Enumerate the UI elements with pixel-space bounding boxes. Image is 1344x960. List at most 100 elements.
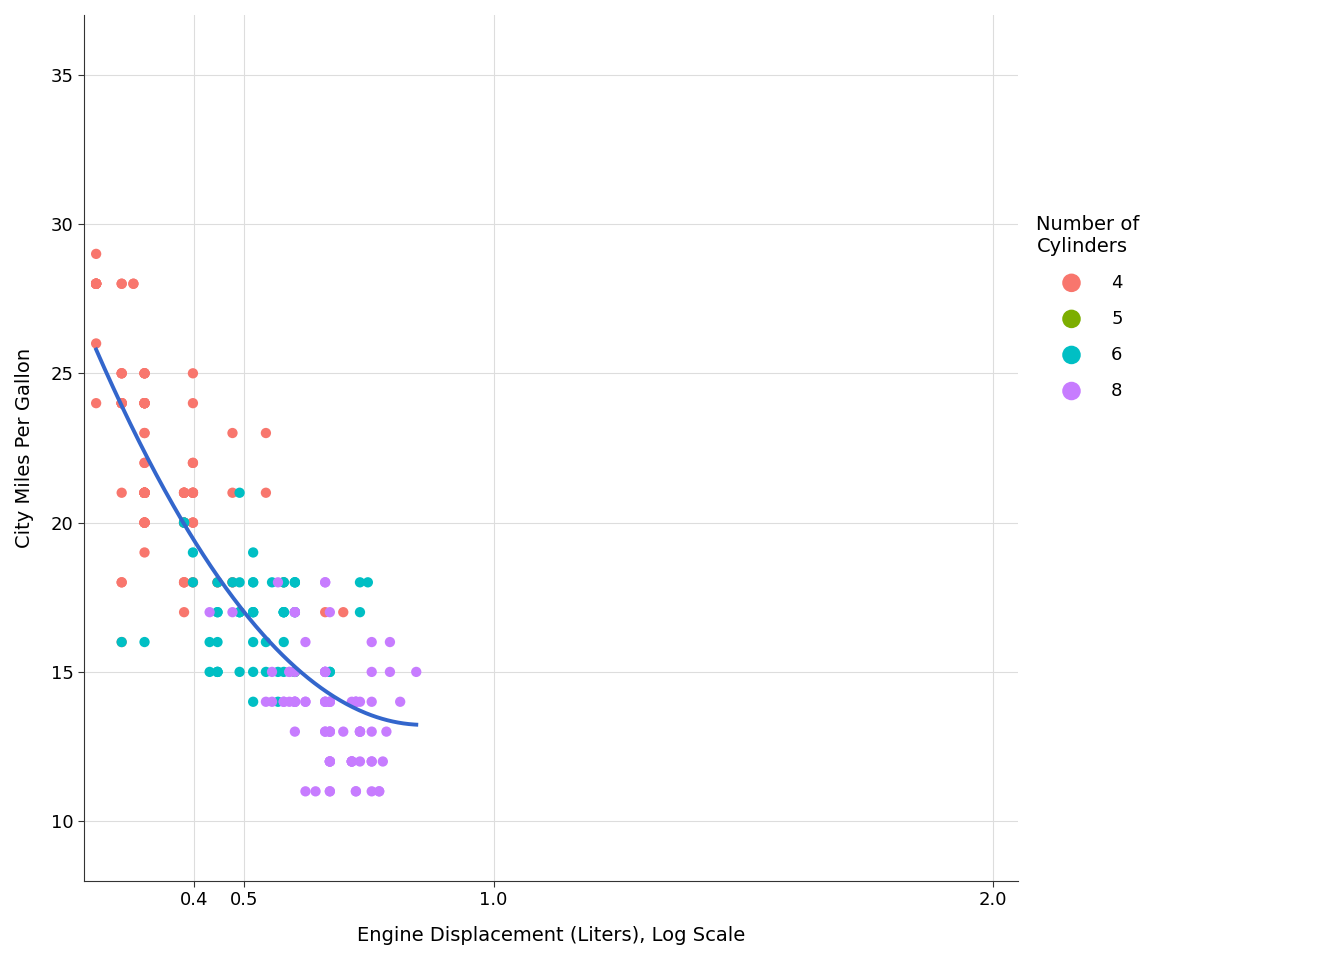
8 — [278, 664, 300, 680]
6 — [273, 575, 294, 590]
4 — [134, 515, 156, 530]
4 — [86, 276, 108, 292]
4 — [134, 485, 156, 500]
4 — [134, 515, 156, 530]
8 — [362, 635, 383, 650]
8 — [294, 635, 316, 650]
4 — [134, 396, 156, 411]
8 — [362, 694, 383, 709]
4 — [207, 575, 228, 590]
8 — [379, 664, 401, 680]
8 — [345, 694, 367, 709]
8 — [267, 575, 289, 590]
4 — [112, 635, 133, 650]
8 — [294, 694, 316, 709]
4 — [314, 605, 336, 620]
4 — [112, 276, 133, 292]
6 — [267, 694, 289, 709]
8 — [314, 724, 336, 739]
4 — [134, 485, 156, 500]
4 — [183, 485, 204, 500]
4 — [134, 485, 156, 500]
6 — [222, 575, 243, 590]
4 — [173, 515, 195, 530]
4 — [134, 485, 156, 500]
8 — [319, 783, 340, 799]
8 — [294, 783, 316, 799]
4 — [183, 515, 204, 530]
4 — [134, 366, 156, 381]
4 — [134, 396, 156, 411]
8 — [314, 664, 336, 680]
6 — [183, 575, 204, 590]
8 — [314, 575, 336, 590]
4 — [173, 575, 195, 590]
4 — [173, 575, 195, 590]
6 — [228, 664, 250, 680]
4 — [207, 575, 228, 590]
4 — [134, 544, 156, 560]
8 — [314, 694, 336, 709]
4 — [183, 455, 204, 470]
8 — [341, 694, 363, 709]
4 — [134, 485, 156, 500]
4 — [134, 396, 156, 411]
8 — [319, 754, 340, 769]
6 — [207, 664, 228, 680]
4 — [112, 396, 133, 411]
4 — [112, 366, 133, 381]
6 — [349, 575, 371, 590]
4 — [134, 485, 156, 500]
8 — [319, 754, 340, 769]
5 — [284, 664, 305, 680]
8 — [314, 724, 336, 739]
8 — [332, 724, 353, 739]
8 — [222, 605, 243, 620]
4 — [112, 396, 133, 411]
6 — [242, 605, 263, 620]
8 — [284, 694, 305, 709]
4 — [86, 276, 108, 292]
4 — [173, 515, 195, 530]
6 — [284, 575, 305, 590]
4 — [134, 485, 156, 500]
4 — [183, 485, 204, 500]
8 — [319, 724, 340, 739]
4 — [173, 515, 195, 530]
8 — [314, 664, 336, 680]
6 — [173, 515, 195, 530]
4 — [86, 276, 108, 292]
6 — [228, 575, 250, 590]
8 — [319, 754, 340, 769]
8 — [319, 605, 340, 620]
6 — [273, 635, 294, 650]
8 — [345, 783, 367, 799]
4 — [112, 575, 133, 590]
8 — [349, 694, 371, 709]
6 — [273, 664, 294, 680]
8 — [345, 694, 367, 709]
4 — [332, 605, 353, 620]
6 — [207, 664, 228, 680]
6 — [242, 575, 263, 590]
6 — [284, 605, 305, 620]
4 — [183, 485, 204, 500]
4 — [86, 276, 108, 292]
4 — [134, 485, 156, 500]
6 — [358, 575, 379, 590]
6 — [242, 605, 263, 620]
6 — [273, 605, 294, 620]
8 — [319, 694, 340, 709]
8 — [319, 694, 340, 709]
4 — [86, 276, 108, 292]
4 — [86, 246, 108, 261]
8 — [314, 664, 336, 680]
4 — [134, 485, 156, 500]
8 — [368, 783, 390, 799]
6 — [183, 544, 204, 560]
8 — [362, 754, 383, 769]
4 — [134, 515, 156, 530]
4 — [134, 515, 156, 530]
6 — [242, 544, 263, 560]
8 — [319, 724, 340, 739]
